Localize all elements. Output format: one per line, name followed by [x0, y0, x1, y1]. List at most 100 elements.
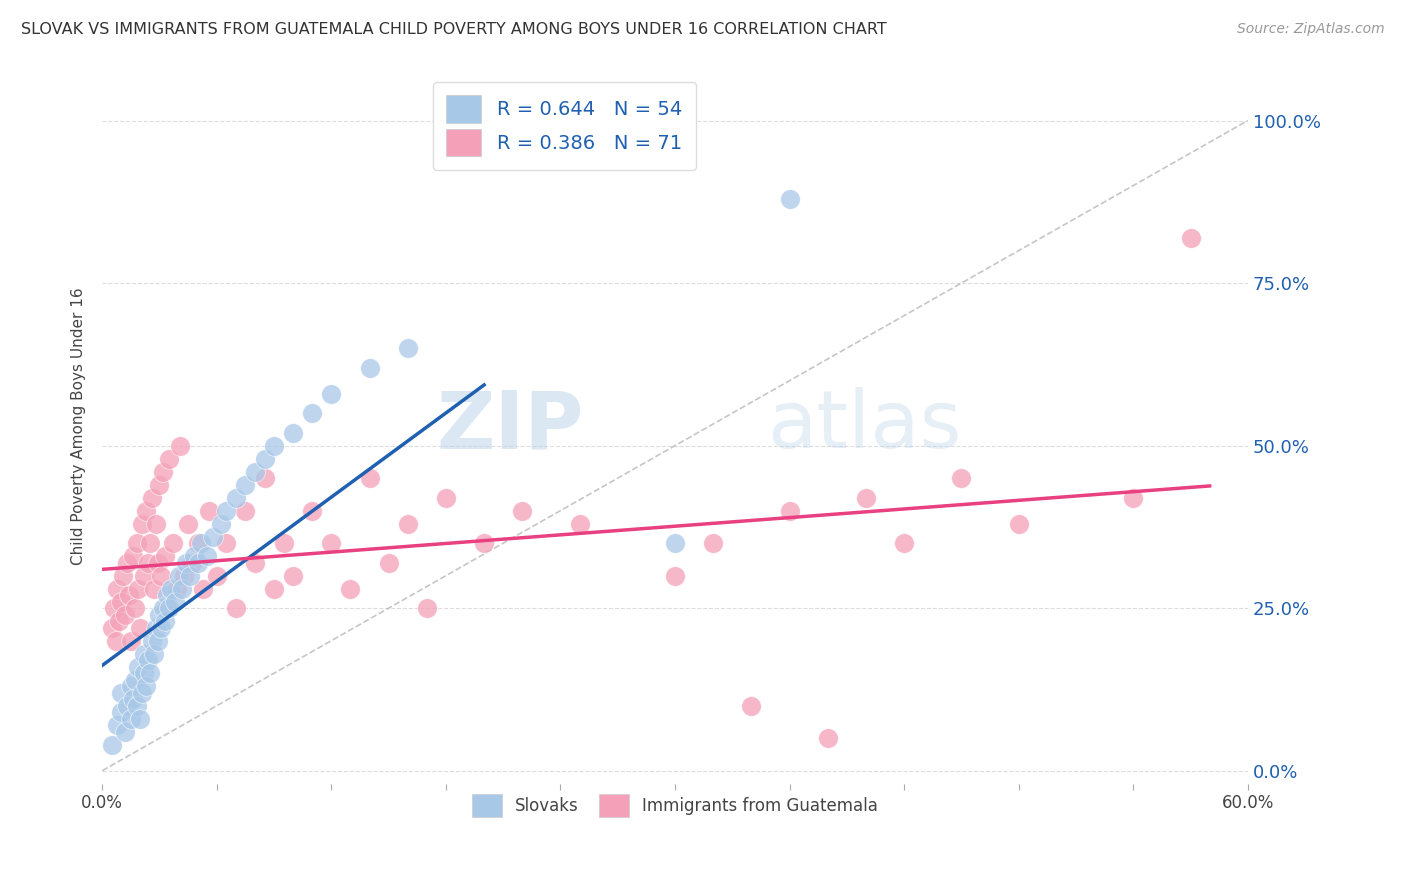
Text: SLOVAK VS IMMIGRANTS FROM GUATEMALA CHILD POVERTY AMONG BOYS UNDER 16 CORRELATIO: SLOVAK VS IMMIGRANTS FROM GUATEMALA CHIL… [21, 22, 887, 37]
Point [112, 568, 135, 582]
Point [121, 692, 143, 706]
Point [131, 516, 153, 531]
Point [263, 439, 285, 453]
Point [134, 568, 156, 582]
Point [142, 582, 165, 596]
Point [281, 568, 304, 582]
Point [121, 549, 143, 564]
Point [243, 465, 266, 479]
Point [817, 731, 839, 746]
Point [127, 582, 149, 596]
Text: atlas: atlas [766, 387, 962, 465]
Point [321, 536, 343, 550]
Point [107, 582, 129, 596]
Point [148, 607, 170, 622]
Point [145, 621, 167, 635]
Point [120, 712, 142, 726]
Point [129, 621, 152, 635]
Point [1008, 516, 1031, 531]
Point [321, 386, 343, 401]
Point [148, 477, 170, 491]
Point [301, 503, 323, 517]
Point [740, 698, 762, 713]
Point [193, 582, 215, 596]
Point [142, 647, 165, 661]
Point [150, 621, 173, 635]
Point [209, 516, 232, 531]
Point [779, 503, 801, 517]
Point [163, 595, 186, 609]
Point [187, 536, 209, 550]
Point [114, 724, 136, 739]
Point [110, 705, 132, 719]
Point [187, 556, 209, 570]
Point [146, 556, 169, 570]
Point [129, 712, 152, 726]
Point [779, 192, 801, 206]
Point [108, 614, 131, 628]
Point [124, 673, 146, 687]
Point [225, 601, 247, 615]
Point [166, 582, 188, 596]
Point [1180, 230, 1202, 244]
Point [201, 530, 224, 544]
Point [139, 666, 162, 681]
Y-axis label: Child Poverty Among Boys Under 16: Child Poverty Among Boys Under 16 [72, 287, 86, 565]
Point [114, 607, 136, 622]
Point [359, 471, 381, 485]
Point [235, 477, 257, 491]
Point [167, 568, 190, 582]
Point [118, 588, 141, 602]
Point [183, 549, 205, 564]
Point [253, 451, 276, 466]
Point [273, 536, 295, 550]
Point [253, 471, 276, 485]
Point [110, 686, 132, 700]
Point [1122, 491, 1144, 505]
Point [198, 503, 221, 517]
Legend: Slovaks, Immigrants from Guatemala: Slovaks, Immigrants from Guatemala [464, 785, 887, 825]
Point [510, 503, 533, 517]
Point [152, 465, 174, 479]
Point [155, 549, 177, 564]
Point [396, 516, 419, 531]
Point [135, 679, 157, 693]
Point [127, 659, 149, 673]
Point [169, 439, 191, 453]
Point [141, 633, 163, 648]
Point [141, 491, 163, 505]
Point [472, 536, 495, 550]
Point [107, 718, 129, 732]
Point [301, 406, 323, 420]
Point [104, 633, 127, 648]
Point [134, 647, 156, 661]
Point [100, 738, 122, 752]
Point [125, 698, 148, 713]
Point [120, 633, 142, 648]
Point [664, 568, 686, 582]
Point [125, 536, 148, 550]
Point [174, 556, 197, 570]
Point [103, 601, 125, 615]
Point [136, 653, 159, 667]
Point [131, 686, 153, 700]
Point [115, 556, 138, 570]
Point [416, 601, 439, 615]
Point [205, 568, 228, 582]
Point [110, 595, 132, 609]
Point [172, 582, 194, 596]
Point [115, 698, 138, 713]
Point [215, 536, 238, 550]
Point [235, 503, 257, 517]
Point [177, 516, 200, 531]
Point [156, 601, 179, 615]
Point [160, 582, 183, 596]
Point [150, 568, 173, 582]
Point [702, 536, 724, 550]
Point [359, 360, 381, 375]
Point [181, 556, 204, 570]
Point [162, 536, 184, 550]
Point [855, 491, 877, 505]
Point [664, 536, 686, 550]
Point [396, 341, 419, 355]
